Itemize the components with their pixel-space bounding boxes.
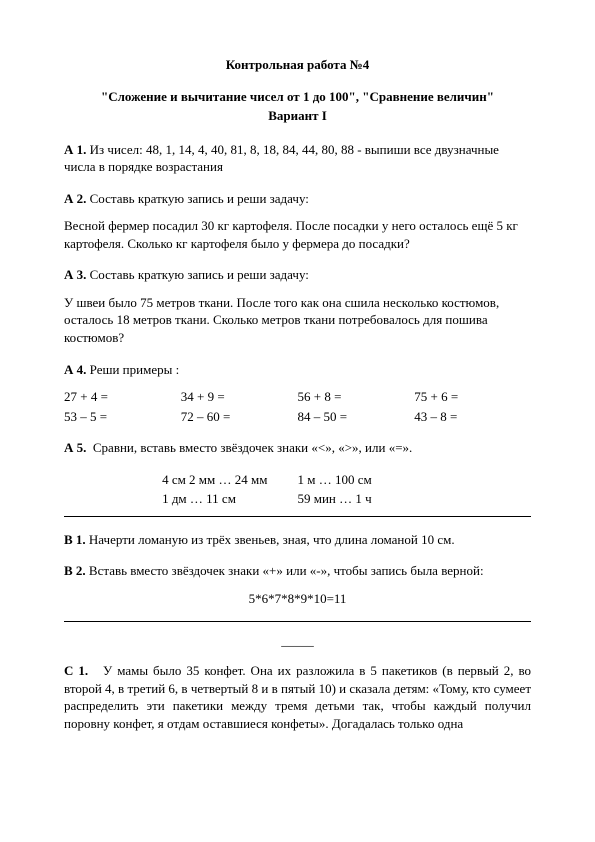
doc-variant: Вариант I — [64, 107, 531, 125]
doc-subtitle: "Сложение и вычитание чисел от 1 до 100"… — [64, 88, 531, 106]
task-a1-text: Из чисел: 48, 1, 14, 4, 40, 81, 8, 18, 8… — [64, 142, 499, 175]
task-c1-text: У мамы было 35 конфет. Она их разложила … — [64, 663, 531, 731]
task-a2-body: Весной фермер посадил 30 кг картофеля. П… — [64, 217, 531, 252]
compare-cell: 59 мин … 1 ч — [297, 490, 432, 508]
task-b1-label: В 1. — [64, 532, 86, 547]
task-a4-label: А 4. — [64, 362, 86, 377]
task-a4-intro: А 4. Реши примеры : — [64, 361, 531, 379]
example-cell: 27 + 4 = — [64, 388, 181, 406]
task-a5-intro: А 5. Сравни, вставь вместо звёздочек зна… — [64, 439, 531, 457]
task-a3-body: У швеи было 75 метров ткани. После того … — [64, 294, 531, 347]
task-a3-intro-text: Составь краткую запись и реши задачу: — [90, 267, 309, 282]
task-a1-label: А 1. — [64, 142, 86, 157]
task-a2-label: А 2. — [64, 191, 86, 206]
task-c1-label: С 1. — [64, 663, 88, 678]
task-a4-grid: 27 + 4 = 34 + 9 = 56 + 8 = 75 + 6 = 53 –… — [64, 388, 531, 425]
example-cell: 43 – 8 = — [414, 408, 531, 426]
task-a5-grid: 4 см 2 мм … 24 мм 1 м … 100 см 1 дм … 11… — [162, 471, 433, 508]
separator — [64, 621, 531, 622]
example-cell: 34 + 9 = — [181, 388, 298, 406]
task-b2-label: В 2. — [64, 563, 86, 578]
task-a1: А 1. Из чисел: 48, 1, 14, 4, 40, 81, 8, … — [64, 141, 531, 176]
task-a4-intro-text: Реши примеры : — [90, 362, 180, 377]
task-a2-intro-text: Составь краткую запись и реши задачу: — [90, 191, 309, 206]
task-a2-intro: А 2. Составь краткую запись и реши задач… — [64, 190, 531, 208]
task-b2-expr: 5*6*7*8*9*10=11 — [64, 590, 531, 608]
compare-cell: 1 дм … 11 см — [162, 490, 297, 508]
compare-cell: 4 см 2 мм … 24 мм — [162, 471, 297, 489]
task-a3-intro: А 3. Составь краткую запись и реши задач… — [64, 266, 531, 284]
example-cell: 72 – 60 = — [181, 408, 298, 426]
task-a5-label: А 5. — [64, 440, 86, 455]
compare-cell: 1 м … 100 см — [297, 471, 432, 489]
example-cell: 84 – 50 = — [298, 408, 415, 426]
task-b1-text: Начерти ломаную из трёх звеньев, зная, ч… — [89, 532, 455, 547]
page: Контрольная работа №4 "Сложение и вычита… — [0, 0, 595, 786]
example-cell: 75 + 6 = — [414, 388, 531, 406]
task-a5-intro-text: Сравни, вставь вместо звёздочек знаки «<… — [93, 440, 412, 455]
doc-title: Контрольная работа №4 — [64, 56, 531, 74]
task-b2-intro-text: Вставь вместо звёздочек знаки «+» или «-… — [89, 563, 484, 578]
task-a3-label: А 3. — [64, 267, 86, 282]
separator — [64, 516, 531, 517]
short-rule: _____ — [64, 632, 531, 650]
task-b2-intro: В 2. Вставь вместо звёздочек знаки «+» и… — [64, 562, 531, 580]
task-b1: В 1. Начерти ломаную из трёх звеньев, зн… — [64, 531, 531, 549]
example-cell: 56 + 8 = — [298, 388, 415, 406]
task-c1: С 1. У мамы было 35 конфет. Она их разло… — [64, 662, 531, 732]
example-cell: 53 – 5 = — [64, 408, 181, 426]
